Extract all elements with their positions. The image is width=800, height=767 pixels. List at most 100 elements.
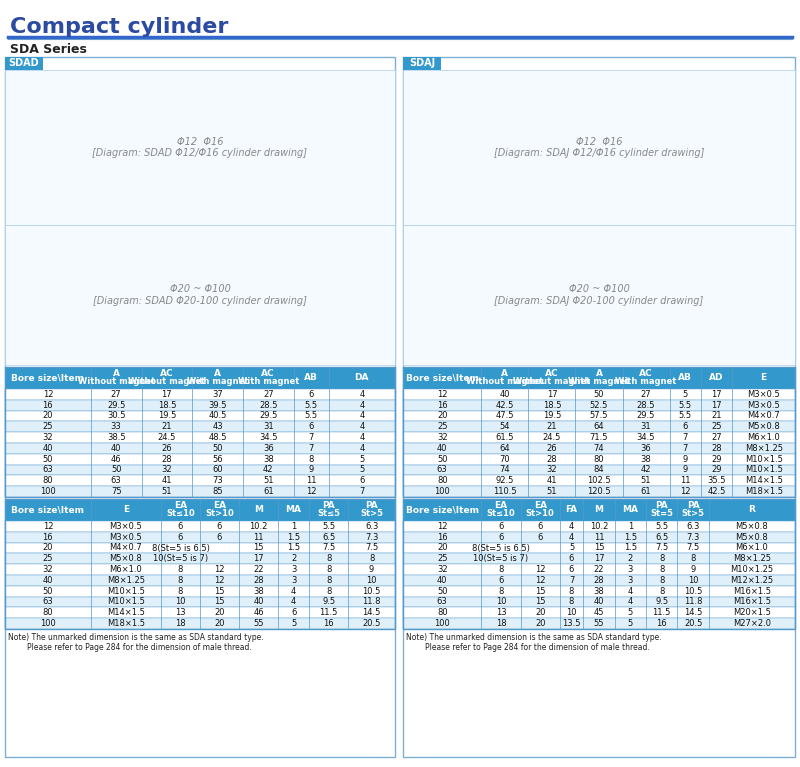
- Text: 92.5: 92.5: [496, 476, 514, 486]
- Text: M3×0.5: M3×0.5: [110, 522, 142, 531]
- Text: 1: 1: [291, 522, 296, 531]
- Text: 13.5: 13.5: [562, 619, 581, 628]
- Text: With magnet: With magnet: [187, 377, 248, 387]
- Text: 4: 4: [291, 587, 296, 596]
- Text: 20: 20: [214, 608, 225, 617]
- Text: M18×1.5: M18×1.5: [107, 619, 145, 628]
- Text: 17: 17: [162, 390, 172, 399]
- Text: AB: AB: [304, 374, 318, 383]
- Text: 5.5: 5.5: [305, 400, 318, 410]
- Text: 8: 8: [326, 587, 331, 596]
- Text: 50: 50: [42, 455, 53, 464]
- Text: 4: 4: [359, 423, 365, 431]
- Text: 18: 18: [175, 619, 186, 628]
- Text: 43: 43: [212, 423, 223, 431]
- Text: 8(St=5 is 6.5): 8(St=5 is 6.5): [151, 544, 210, 552]
- Text: 28: 28: [253, 576, 264, 585]
- Text: 7.5: 7.5: [655, 544, 668, 552]
- Text: 7.5: 7.5: [322, 544, 335, 552]
- Text: 25: 25: [42, 555, 53, 563]
- Text: 7: 7: [359, 487, 365, 496]
- Text: 6: 6: [359, 476, 365, 486]
- Text: 15: 15: [535, 587, 546, 596]
- Bar: [5, 575, 395, 586]
- Text: 40: 40: [42, 444, 53, 453]
- Text: 54: 54: [500, 423, 510, 431]
- Text: M12×1.25: M12×1.25: [730, 576, 774, 585]
- Text: 71.5: 71.5: [590, 433, 608, 442]
- Text: 1.5: 1.5: [624, 544, 637, 552]
- Text: 19.5: 19.5: [542, 412, 561, 420]
- Text: M6×1.0: M6×1.0: [735, 544, 768, 552]
- Text: 35.5: 35.5: [707, 476, 726, 486]
- Text: With magnet: With magnet: [615, 377, 677, 387]
- Text: 38: 38: [594, 587, 604, 596]
- Text: 46: 46: [253, 608, 264, 617]
- Text: 9.5: 9.5: [655, 597, 668, 607]
- Text: 26: 26: [546, 444, 558, 453]
- Text: 12: 12: [437, 390, 447, 399]
- Text: 42: 42: [263, 466, 274, 475]
- Text: 51: 51: [263, 476, 274, 486]
- Text: St>10: St>10: [205, 509, 234, 518]
- Text: 48.5: 48.5: [208, 433, 227, 442]
- Text: 12: 12: [214, 565, 225, 574]
- Text: 31: 31: [263, 423, 274, 431]
- Text: 4: 4: [359, 390, 365, 399]
- Text: M5×0.8: M5×0.8: [110, 555, 142, 563]
- Text: 36: 36: [263, 444, 274, 453]
- Text: 20: 20: [535, 608, 546, 617]
- Text: 4: 4: [359, 412, 365, 420]
- Text: 40: 40: [437, 576, 447, 585]
- Text: 50: 50: [437, 587, 447, 596]
- Text: A: A: [595, 370, 602, 378]
- Bar: [5, 389, 395, 400]
- Text: 70: 70: [500, 455, 510, 464]
- Text: 21: 21: [546, 423, 558, 431]
- Text: 28: 28: [546, 455, 558, 464]
- Bar: [5, 542, 395, 554]
- Text: 5: 5: [569, 544, 574, 552]
- Text: 18.5: 18.5: [158, 400, 176, 410]
- Bar: [403, 225, 795, 365]
- Text: 4: 4: [569, 533, 574, 542]
- Text: M8×1.25: M8×1.25: [107, 576, 145, 585]
- Text: 100: 100: [434, 487, 450, 496]
- Text: 5: 5: [291, 619, 296, 628]
- Text: 8: 8: [659, 555, 665, 563]
- Text: M8×1.25: M8×1.25: [733, 555, 771, 563]
- Bar: [5, 70, 395, 225]
- Text: 7: 7: [309, 433, 314, 442]
- Bar: [403, 410, 795, 421]
- Text: 120.5: 120.5: [587, 487, 611, 496]
- Text: M5×0.8: M5×0.8: [735, 533, 768, 542]
- Text: 32: 32: [437, 433, 447, 442]
- Text: 63: 63: [42, 597, 54, 607]
- Text: M8×1.25: M8×1.25: [745, 444, 782, 453]
- Text: 20: 20: [42, 412, 53, 420]
- Bar: [5, 597, 395, 607]
- Text: Without magnet: Without magnet: [514, 377, 590, 387]
- Text: 13: 13: [175, 608, 186, 617]
- Text: 20.5: 20.5: [684, 619, 702, 628]
- Bar: [5, 465, 395, 476]
- Text: 42: 42: [641, 466, 651, 475]
- Bar: [403, 486, 795, 497]
- Text: 63: 63: [110, 476, 122, 486]
- Text: 39.5: 39.5: [208, 400, 227, 410]
- Bar: [5, 486, 395, 497]
- Bar: [403, 367, 795, 389]
- Text: 29.5: 29.5: [259, 412, 278, 420]
- Text: 11.8: 11.8: [684, 597, 702, 607]
- Text: 10.2: 10.2: [250, 522, 268, 531]
- Text: 42.5: 42.5: [496, 400, 514, 410]
- Text: 27: 27: [641, 390, 651, 399]
- Text: 11.8: 11.8: [362, 597, 381, 607]
- Text: 20: 20: [437, 544, 447, 552]
- Text: 50: 50: [594, 390, 604, 399]
- Text: 14.5: 14.5: [362, 608, 381, 617]
- Text: M4×0.7: M4×0.7: [747, 412, 780, 420]
- Text: 13: 13: [496, 608, 506, 617]
- Text: 2: 2: [628, 555, 633, 563]
- Text: MA: MA: [286, 505, 302, 515]
